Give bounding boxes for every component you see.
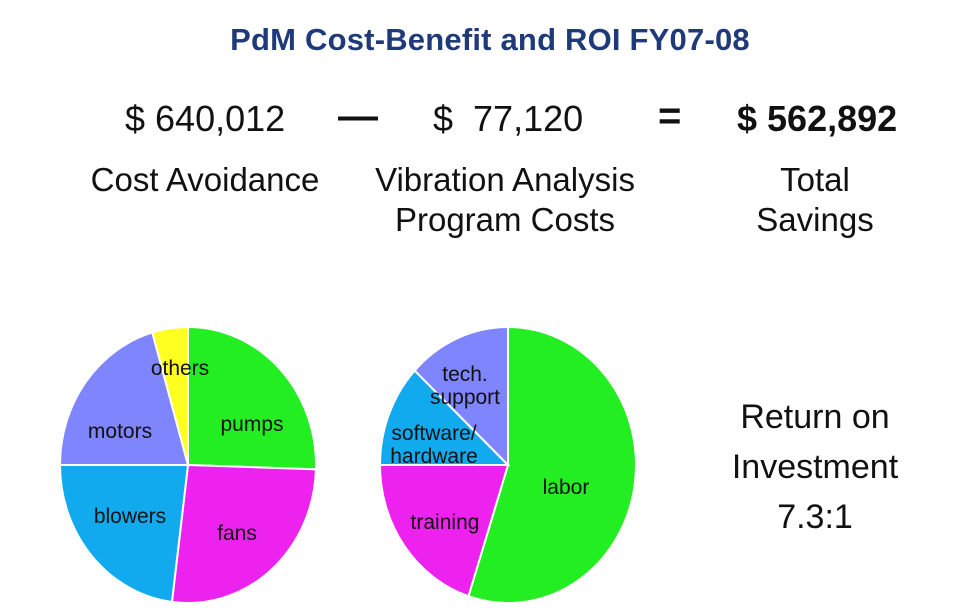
roi-ratio: 7.3:1 xyxy=(777,498,853,536)
pie-slice-software-hardware xyxy=(378,369,511,466)
pie-slice-blowers xyxy=(58,464,190,604)
program-costs-label: Vibration Analysis Program Costs xyxy=(355,160,655,240)
cost-avoidance-label-text: Cost Avoidance xyxy=(90,161,320,198)
cost-avoidance-value: $ 640,012 xyxy=(125,98,286,139)
pie-label-pumps: pumps xyxy=(220,413,283,436)
program-costs-value: $ 77,120 xyxy=(433,98,584,139)
total-savings-label: Total Savings xyxy=(715,160,915,240)
roi-block: Return on Investment 7.3:1 xyxy=(690,392,940,542)
pie-label-fans: fans xyxy=(217,522,257,545)
pie-slice-pumps xyxy=(187,325,317,471)
pie-label-software-hardware: software/hardware xyxy=(390,422,478,468)
roi-line1: Return on xyxy=(740,398,890,436)
total-savings-value: $ 562,892 xyxy=(737,98,898,139)
total-savings-label-line1: Total xyxy=(780,161,850,198)
pie-label-blowers: blowers xyxy=(94,505,166,528)
roi-line2: Investment xyxy=(731,448,899,486)
pie-label-motors: motors xyxy=(88,420,152,443)
pie-label-labor: labor xyxy=(543,476,590,499)
pie-label-others: others xyxy=(151,357,209,380)
pie-label-tech-support: tech. support xyxy=(430,363,500,409)
total-savings-label-line2: Savings xyxy=(756,201,874,238)
pie-slice-training xyxy=(378,464,510,598)
minus-sign: — xyxy=(338,94,378,138)
equals-sign: = xyxy=(658,94,682,138)
pie-slice-fans xyxy=(170,463,317,604)
pie-label-training: training xyxy=(411,511,480,534)
cost-avoidance-label: Cost Avoidance xyxy=(75,160,335,200)
program-costs-label-line2: Program Costs xyxy=(394,201,616,238)
page-title: PdM Cost-Benefit and ROI FY07-08 xyxy=(230,22,750,57)
pie-slice-tech-support xyxy=(413,325,509,468)
pie-slice-labor xyxy=(467,325,637,604)
pie-slice-others xyxy=(151,325,189,466)
pie-slice-motors xyxy=(58,331,190,466)
program-costs-label-line1: Vibration Analysis xyxy=(375,161,635,198)
